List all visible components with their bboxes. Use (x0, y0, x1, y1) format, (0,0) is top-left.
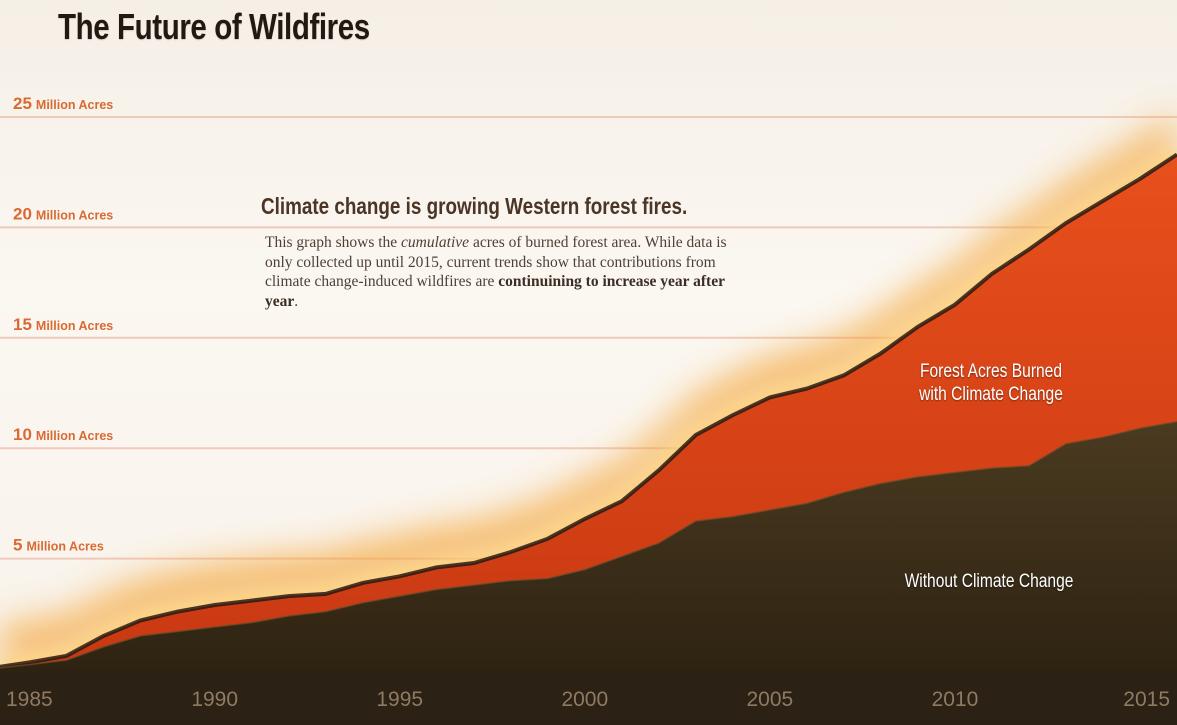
y-tick-number: 25 (13, 94, 32, 113)
y-tick-unit: Million Acres (26, 540, 103, 554)
description-bold: continuining to increase year after year (265, 273, 725, 310)
label-with-climate-change: Forest Acres Burned with Climate Change (900, 360, 1082, 406)
description-part2: acres of burned forest area. While data … (265, 234, 727, 290)
x-tick-label-2005: 2005 (747, 688, 794, 711)
y-tick-label-10: 10 Million Acres (13, 425, 113, 444)
y-tick-unit: Million Acres (36, 98, 113, 112)
label-with-line2: with Climate Change (919, 384, 1063, 405)
x-axis-ticks: 1985 1990 1995 2000 2005 2010 2015 (6, 688, 1170, 711)
area-without-climate-change (0, 421, 1177, 672)
y-tick-number: 10 (13, 425, 32, 444)
x-tick-label-1990: 1990 (191, 688, 238, 711)
x-tick-label-2000: 2000 (561, 688, 608, 711)
label-without-climate-change: Without Climate Change (904, 571, 1074, 592)
x-axis-band (0, 672, 1177, 725)
area-series (0, 152, 1177, 672)
y-tick-number: 20 (13, 204, 32, 223)
without-edge-line (0, 420, 1177, 669)
x-tick-label-1995: 1995 (376, 688, 423, 711)
x-tick-label-1985: 1985 (6, 688, 53, 711)
description-part1: This graph shows the (265, 234, 402, 251)
y-tick-unit: Million Acres (36, 319, 113, 333)
y-tick-unit: Million Acres (36, 429, 113, 443)
y-tick-label-15: 15 Million Acres (13, 315, 113, 334)
y-tick-label-25: 25 Million Acres (13, 94, 113, 113)
x-tick-label-2010: 2010 (932, 688, 979, 711)
description-part3: . (294, 292, 299, 310)
y-tick-unit: Million Acres (36, 208, 113, 222)
y-tick-number: 15 (13, 315, 32, 334)
chart-title: The Future of Wildfires (58, 6, 370, 47)
fire-glow-band (0, 114, 1177, 667)
charred-edge-line (0, 152, 1177, 669)
x-tick-label-2015: 2015 (1123, 688, 1170, 711)
label-with-line1: Forest Acres Burned (919, 361, 1063, 382)
description-text: This graph shows the cumulative acres of… (265, 233, 735, 311)
headline: Climate change is growing Western forest… (261, 193, 688, 219)
y-tick-label-5: 5 Million Acres (13, 536, 104, 555)
description-emphasis: cumulative (401, 234, 470, 251)
y-tick-number: 5 (13, 536, 22, 555)
y-axis-ticks: 5 Million Acres 10 Million Acres 15 Million A… (13, 94, 113, 555)
y-tick-label-20: 20 Million Acres (13, 204, 113, 223)
